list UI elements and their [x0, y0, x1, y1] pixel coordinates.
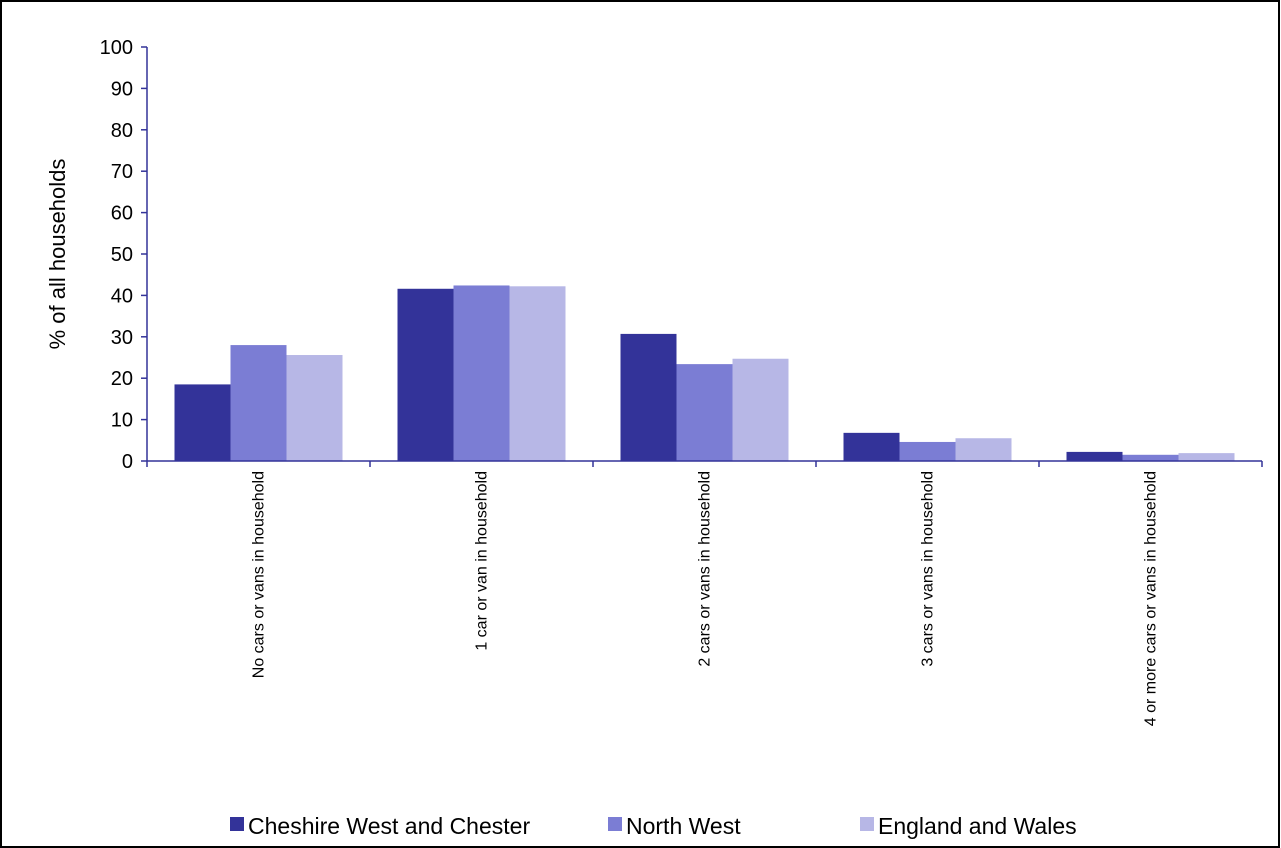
x-category-label: 3 cars or vans in household [920, 471, 937, 667]
bar [286, 355, 343, 461]
bar [1066, 451, 1123, 461]
y-axis-title: % of all households [45, 159, 70, 350]
y-tick-label: 40 [111, 285, 133, 307]
bar [955, 438, 1012, 461]
axes-group: 0 10 20 30 40 50 60 70 80 90 100 No cars or vans in… [100, 37, 1263, 726]
y-tick-label: 0 [122, 451, 133, 473]
x-category-label: No cars or vans in household [251, 471, 268, 678]
legend-swatch [608, 817, 622, 831]
bar [620, 333, 677, 461]
legend-label: North West [626, 813, 741, 839]
legend-label: England and Wales [878, 813, 1077, 839]
legend: Cheshire West and Chester North West Engla… [230, 813, 1077, 839]
bar [174, 384, 231, 461]
y-tick-label: 70 [111, 161, 133, 183]
legend-label: Cheshire West and Chester [248, 813, 530, 839]
legend-swatch [230, 817, 244, 831]
legend-swatch [860, 817, 874, 831]
x-category-label: 2 cars or vans in household [697, 471, 714, 667]
bar [676, 364, 733, 461]
y-tick-label: 10 [111, 410, 133, 432]
y-tick-label: 50 [111, 244, 133, 266]
bar [397, 288, 454, 461]
bar [509, 286, 566, 461]
y-tick-label: 100 [100, 37, 133, 59]
bar [1178, 453, 1235, 461]
y-tick-label: 80 [111, 120, 133, 142]
y-tick-label: 30 [111, 327, 133, 349]
y-tick-label: 20 [111, 368, 133, 390]
bar [899, 441, 956, 461]
x-category-label: 1 car or van in household [474, 471, 491, 651]
bar [732, 358, 789, 461]
x-category-label: 4 or more cars or vans in household [1143, 471, 1160, 726]
bars-group [174, 285, 1235, 461]
y-tick-label: 60 [111, 203, 133, 225]
bar [1122, 454, 1179, 461]
y-tick-label: 90 [111, 78, 133, 100]
bar [230, 345, 287, 461]
bar [453, 285, 510, 461]
bar [843, 432, 900, 461]
